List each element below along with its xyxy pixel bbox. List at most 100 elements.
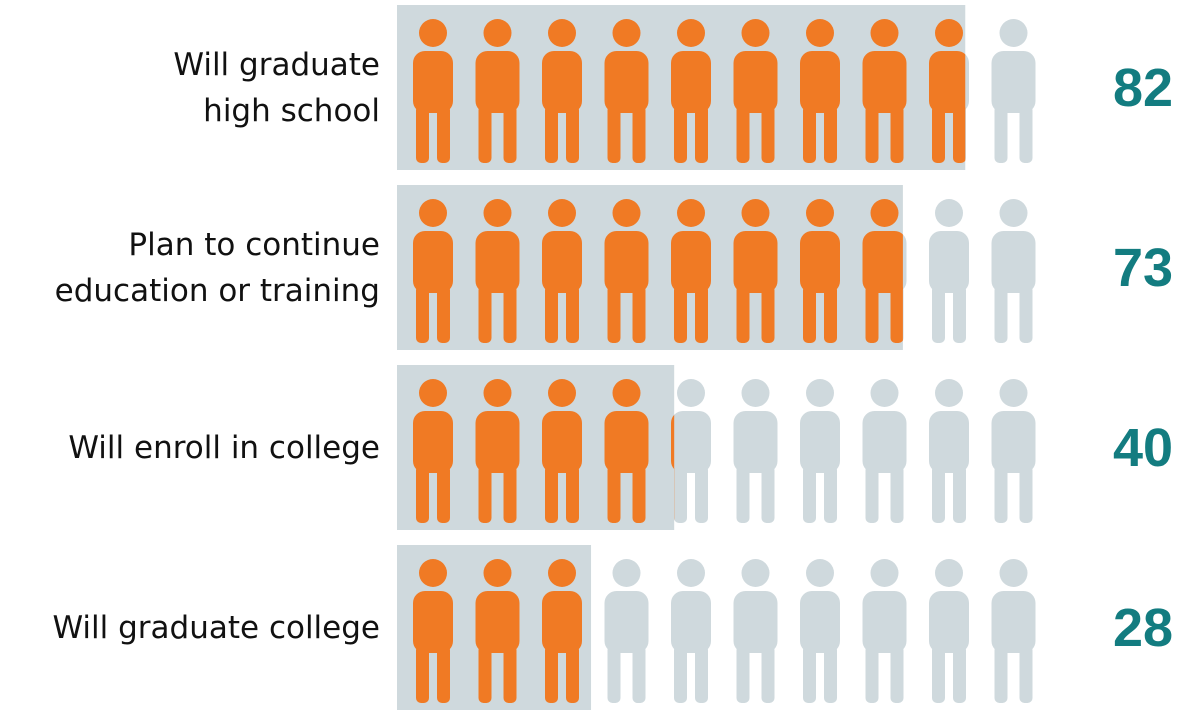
person-leg bbox=[1019, 465, 1033, 523]
person-leg bbox=[416, 645, 429, 703]
person-leg bbox=[437, 105, 450, 163]
person-body bbox=[671, 51, 711, 113]
person-body bbox=[604, 411, 649, 473]
person-body bbox=[929, 231, 969, 293]
person-body bbox=[733, 591, 778, 653]
person-leg bbox=[994, 285, 1008, 343]
person-leg bbox=[632, 105, 646, 163]
category-label: Will graduate high school bbox=[173, 46, 380, 129]
person-body bbox=[542, 231, 582, 293]
person-head bbox=[419, 199, 447, 227]
category-label: Plan to continue education or training bbox=[54, 226, 380, 309]
person-head bbox=[999, 199, 1028, 227]
person-body bbox=[671, 411, 711, 473]
person-leg bbox=[824, 285, 837, 343]
person-leg bbox=[607, 645, 621, 703]
person-leg bbox=[824, 465, 837, 523]
person-head bbox=[548, 559, 576, 587]
person-head bbox=[677, 559, 705, 587]
person-body bbox=[671, 414, 675, 470]
person-leg bbox=[478, 105, 492, 163]
person-head bbox=[870, 19, 899, 47]
person-head bbox=[483, 199, 512, 227]
person-leg bbox=[932, 105, 945, 163]
person-body bbox=[862, 591, 907, 653]
person-body bbox=[413, 411, 453, 473]
person-body bbox=[733, 231, 778, 293]
person-head bbox=[806, 19, 834, 47]
person-leg bbox=[478, 465, 492, 523]
person-leg bbox=[890, 645, 904, 703]
person-head bbox=[806, 379, 834, 407]
person-head bbox=[999, 559, 1028, 587]
person-head bbox=[612, 559, 641, 587]
person-leg bbox=[674, 285, 687, 343]
person-body bbox=[475, 231, 520, 293]
person-leg bbox=[416, 465, 429, 523]
person-head bbox=[870, 199, 899, 227]
person-leg bbox=[545, 105, 558, 163]
person-body bbox=[929, 591, 969, 653]
person-leg bbox=[1019, 645, 1033, 703]
person-leg bbox=[478, 285, 492, 343]
person-body bbox=[800, 411, 840, 473]
person-head bbox=[677, 379, 705, 407]
person-leg bbox=[695, 465, 708, 523]
person-head bbox=[870, 559, 899, 587]
person-head bbox=[741, 19, 770, 47]
person-head bbox=[612, 19, 641, 47]
person-head bbox=[935, 379, 963, 407]
person-leg bbox=[566, 105, 579, 163]
person-leg bbox=[695, 645, 708, 703]
person-head bbox=[612, 199, 641, 227]
person-leg bbox=[865, 465, 879, 523]
person-leg bbox=[865, 645, 879, 703]
person-leg bbox=[953, 645, 966, 703]
value-label: 73 bbox=[1113, 238, 1173, 298]
figures-filled bbox=[413, 559, 582, 703]
person-leg bbox=[736, 645, 750, 703]
person-leg bbox=[994, 645, 1008, 703]
person-leg bbox=[607, 465, 621, 523]
person-body bbox=[413, 51, 453, 113]
person-head bbox=[870, 379, 899, 407]
person-leg bbox=[932, 645, 945, 703]
person-leg bbox=[674, 465, 687, 523]
person-leg bbox=[695, 285, 708, 343]
person-leg bbox=[865, 285, 879, 343]
person-leg bbox=[932, 285, 945, 343]
person-head bbox=[999, 379, 1028, 407]
person-body bbox=[413, 591, 453, 653]
person-leg bbox=[437, 285, 450, 343]
person-leg bbox=[478, 645, 492, 703]
value-label: 40 bbox=[1113, 418, 1173, 478]
person-head bbox=[419, 559, 447, 587]
person-body bbox=[929, 411, 969, 473]
person-leg bbox=[824, 645, 837, 703]
person-head bbox=[935, 19, 963, 47]
person-body bbox=[604, 231, 649, 293]
person-body bbox=[413, 231, 453, 293]
person-leg bbox=[953, 285, 966, 343]
person-leg bbox=[566, 645, 579, 703]
person-leg bbox=[932, 465, 945, 523]
person-leg bbox=[761, 645, 775, 703]
person-leg bbox=[761, 465, 775, 523]
person-body bbox=[671, 591, 711, 653]
person-head bbox=[548, 19, 576, 47]
person-leg bbox=[632, 465, 646, 523]
person-leg bbox=[736, 105, 750, 163]
person-leg bbox=[1019, 285, 1033, 343]
person-head bbox=[741, 379, 770, 407]
person-head bbox=[548, 199, 576, 227]
person-body bbox=[991, 591, 1036, 653]
person-leg bbox=[803, 105, 816, 163]
person-leg bbox=[545, 645, 558, 703]
person-leg bbox=[545, 285, 558, 343]
person-body bbox=[475, 591, 520, 653]
person-leg bbox=[824, 105, 837, 163]
figures-filled bbox=[413, 19, 966, 163]
person-head bbox=[612, 379, 641, 407]
person-leg bbox=[994, 465, 1008, 523]
